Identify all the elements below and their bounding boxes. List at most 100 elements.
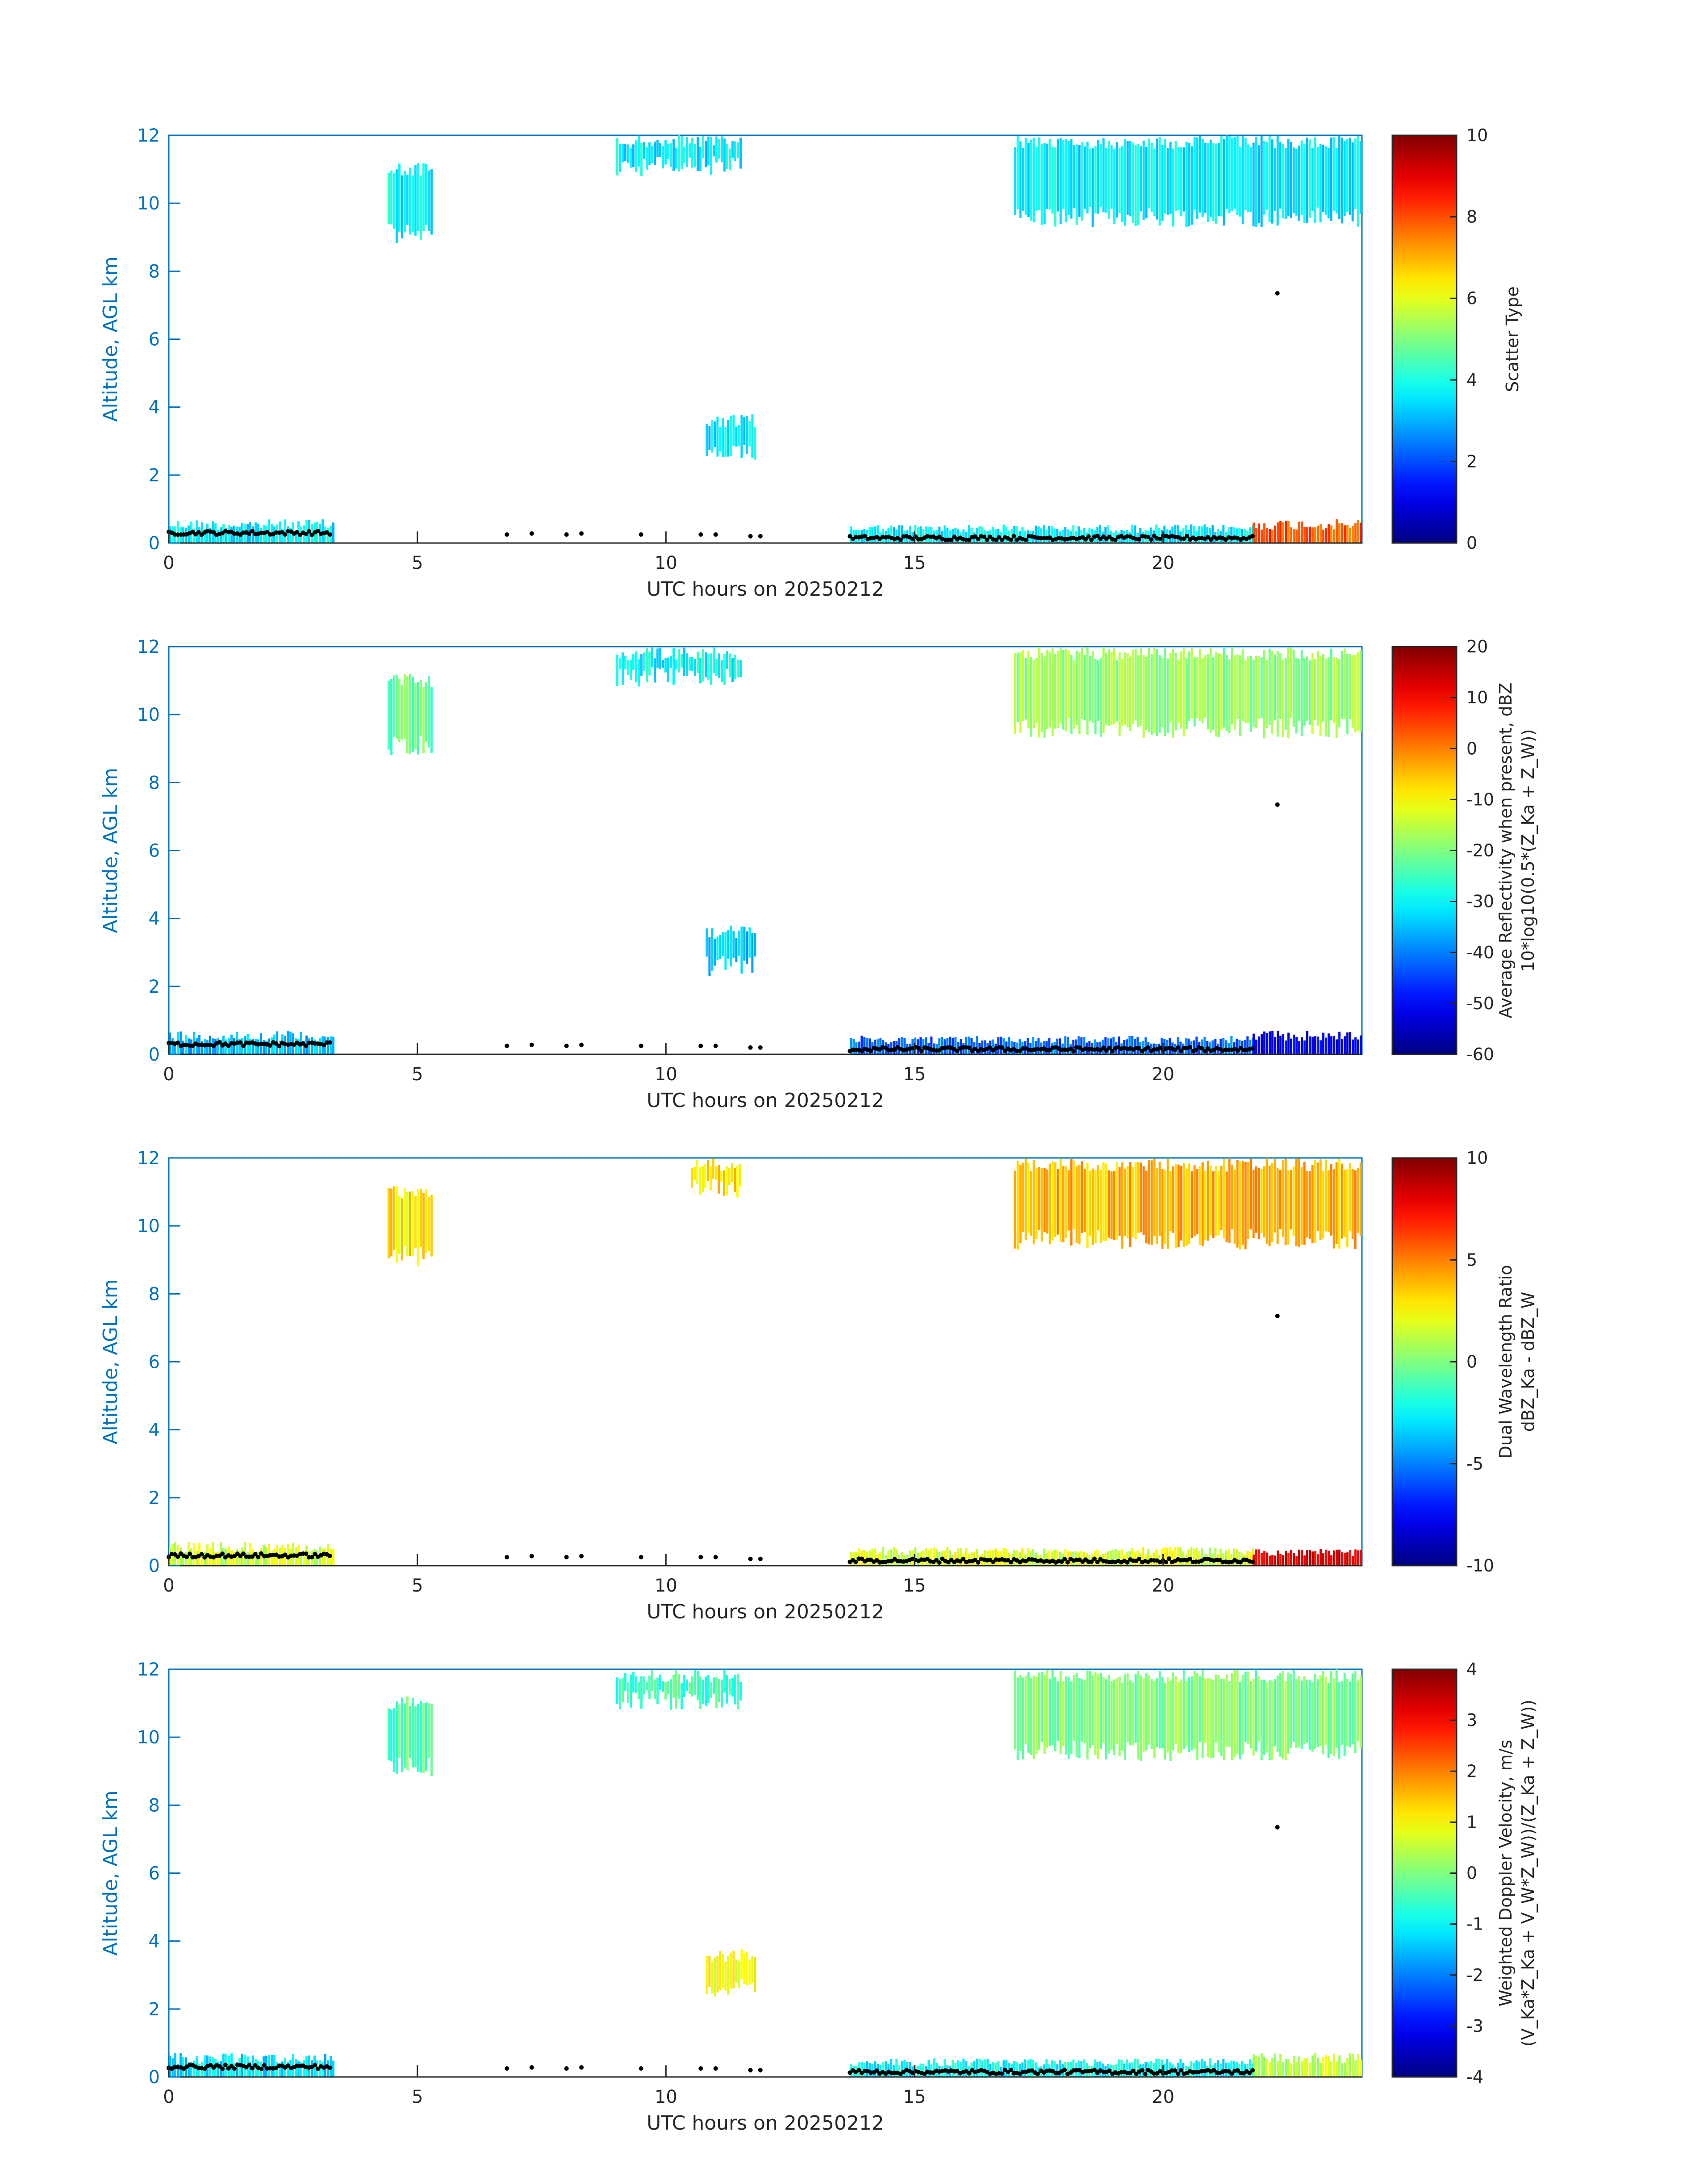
data-column [1107,1675,1110,1754]
cloud-base-point [713,2066,718,2071]
cloud-base-point [564,532,569,537]
data-column [1083,1169,1086,1232]
data-column [1107,1551,1110,1566]
data-column [414,1706,417,1768]
cloud-base-point [758,1556,763,1561]
cloud-base-point [529,1042,534,1047]
data-column [1317,1036,1320,1054]
data-column [984,1040,986,1054]
data-column [640,654,643,676]
colorbar-label: Weighted Doppler Velocity, m/s [1496,1740,1516,2006]
data-column [1228,659,1231,733]
data-column [1271,1681,1274,1760]
data-column [712,1158,714,1179]
data-column [1292,1670,1295,1742]
data-column [651,1670,653,1691]
data-column [1354,2060,1357,2077]
data-column [1333,1036,1336,1054]
data-column [659,648,661,669]
data-column [260,1548,262,1566]
data-region-6 [616,1669,742,1710]
data-column [1247,1671,1249,1744]
data-column [263,1040,265,1054]
data-column [1241,1675,1244,1755]
data-column [1148,1675,1150,1745]
data-column [743,417,746,445]
data-column [1258,1549,1261,1566]
data-column [1239,1162,1241,1250]
data-column [1271,650,1274,734]
cloud-base-point [1036,2072,1040,2076]
y-tick-label: 6 [149,1352,160,1373]
data-column [417,681,419,755]
data-column [726,1675,728,1704]
data-column [743,927,746,961]
data-column [1174,141,1177,211]
data-column [1279,521,1282,543]
cloud-base-point [184,1554,189,1559]
y-tick-label: 2 [149,1999,160,2020]
colorbar-tick-label: 2 [1466,1761,1477,1781]
data-column [1311,2055,1314,2077]
y-tick-label: 10 [137,193,160,214]
data-column [1269,2061,1271,2077]
data-column [322,1549,324,1566]
cloud-base-point [1247,2071,1252,2076]
data-column [265,1041,267,1054]
data-column [1062,140,1065,209]
data-column [1077,526,1080,543]
data-column [681,1683,683,1709]
data-column [1295,2062,1298,2077]
data-column [691,656,693,672]
data-column [393,675,395,737]
data-column [284,519,286,543]
data-column [1174,1547,1177,1566]
data-column [287,1544,289,1566]
data-column [1292,147,1295,213]
data-column [877,1039,879,1054]
data-column [731,1163,733,1182]
data-column [1325,2055,1328,2077]
data-column [1274,147,1276,211]
data-column [1019,1675,1022,1751]
data-column [403,1188,406,1246]
colorbar-tick-label: -1 [1466,1914,1483,1934]
data-column [1241,648,1244,721]
data-column [1078,1165,1081,1245]
data-column [1102,1162,1105,1241]
data-column [689,143,691,158]
data-column [1029,2059,1032,2077]
data-column [425,682,427,742]
data-column [1150,654,1153,735]
data-column [869,2063,871,2077]
cloud-base-point [309,532,314,537]
cloud-base-point [952,535,957,539]
data-column [1314,1674,1316,1749]
data-column [217,1552,219,1566]
data-column [1185,1681,1188,1747]
data-column [1360,1550,1362,1566]
cloud-base-point [1235,2068,1240,2073]
data-column [1142,655,1145,738]
data-column [1314,659,1316,720]
y-tick-label: 8 [149,261,160,282]
data-column [1016,1677,1019,1760]
data-column [246,1552,249,1566]
data-column [734,141,736,161]
x-tick-label: 10 [655,1064,677,1085]
data-column [252,1039,254,1054]
data-column [1035,658,1038,723]
data-column [930,1547,933,1566]
data-column [1196,138,1199,219]
data-column [1333,2053,1336,2077]
data-column [754,932,756,957]
y-tick-label: 10 [137,705,160,725]
data-column [1094,1170,1097,1244]
data-column [422,163,425,231]
data-column [970,1038,973,1054]
data-column [1089,1170,1091,1237]
data-column [1354,1170,1357,1249]
data-column [1035,1167,1038,1239]
data-column [417,163,419,231]
data-column [1123,1168,1126,1236]
